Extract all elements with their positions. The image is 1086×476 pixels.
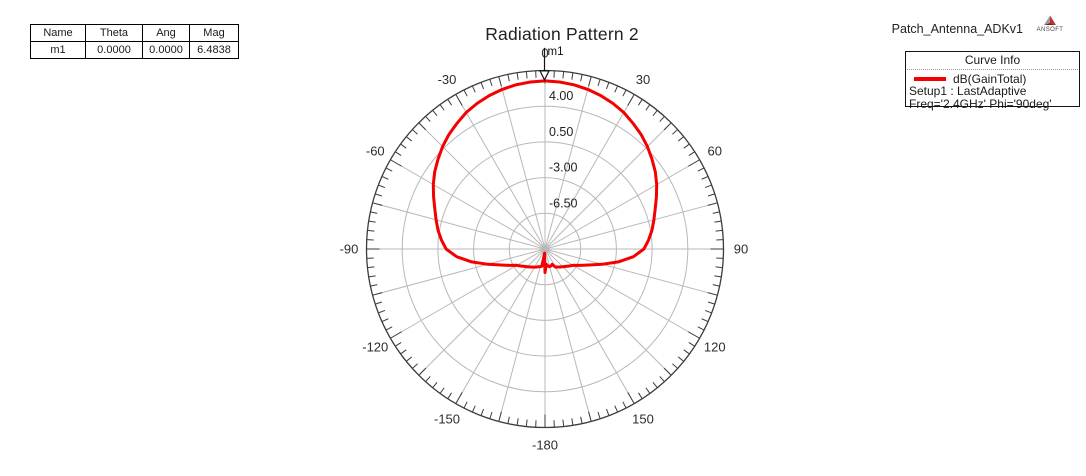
marker-table[interactable]: Name Theta Ang Mag m1 0.0000 0.0000 6.48… (30, 24, 239, 59)
legend-setup-line: Setup1 : LastAdaptive (909, 84, 1027, 98)
marker-table-row-m1[interactable]: m1 0.0000 0.0000 6.4838 (30, 41, 239, 59)
marker-m1-theta: 0.0000 (85, 41, 143, 59)
marker-m1-mag: 6.4838 (189, 41, 239, 59)
angle-labels: 0306090120150-180-150-120-90-60-30 (340, 46, 749, 453)
mag-label-0.50: 0.50 (549, 125, 573, 139)
mag-label--3.00: -3.00 (549, 161, 578, 175)
marker-m1-ang: 0.0000 (142, 41, 190, 59)
magnitude-labels: 4.00 0.50 -3.00 -6.50 (549, 89, 578, 210)
marker-m1-name: m1 (30, 41, 86, 59)
marker-m1[interactable]: m1 (539, 46, 564, 82)
angle-label-90: 90 (734, 242, 748, 257)
angle-label--60: -60 (366, 144, 385, 159)
gain-curve[interactable] (431, 79, 659, 274)
angle-label--30: -30 (438, 72, 457, 87)
curve-swatch (914, 76, 946, 81)
mag-label--6.50: -6.50 (549, 196, 578, 210)
legend-entry-gaintotal[interactable]: dB(GainTotal) (906, 71, 1079, 86)
angle-label-60: 60 (708, 144, 722, 159)
angle-label-30: 30 (636, 72, 650, 87)
curve-info-legend[interactable]: Curve Info dB(GainTotal) Setup1 : LastAd… (905, 51, 1080, 111)
angle-label--150: -150 (434, 411, 460, 426)
angle-label--120: -120 (362, 340, 388, 355)
legend-header: Curve Info (964, 53, 1021, 67)
ansoft-logo: ANSOFT (1033, 15, 1067, 33)
angle-label--90: -90 (340, 242, 359, 257)
marker-col-mag: Mag (189, 24, 239, 42)
marker-m1-arrow (539, 70, 550, 82)
angle-label-150: 150 (632, 411, 654, 426)
polar-grid (365, 69, 725, 429)
marker-m1-label: m1 (548, 46, 564, 58)
project-name: Patch_Antenna_ADKv1 (891, 22, 1023, 36)
legend-entry-label: dB(GainTotal) (953, 71, 1027, 86)
angle-label-120: 120 (704, 340, 726, 355)
ansoft-logo-icon (1044, 15, 1056, 25)
legend-freq-line: Freq='2.4GHz' Phi='90deg' (909, 97, 1052, 111)
plot-title[interactable]: Radiation Pattern 2 (485, 24, 639, 44)
marker-table-header-row: Name Theta Ang Mag (30, 24, 239, 42)
mag-label-4.00: 4.00 (549, 89, 573, 103)
marker-col-ang: Ang (142, 24, 190, 42)
angle-label--180: -180 (532, 438, 558, 453)
marker-col-theta: Theta (85, 24, 143, 42)
ansoft-logo-text: ANSOFT (1036, 27, 1064, 33)
legend-separator (907, 69, 1078, 70)
marker-col-name: Name (30, 24, 86, 42)
